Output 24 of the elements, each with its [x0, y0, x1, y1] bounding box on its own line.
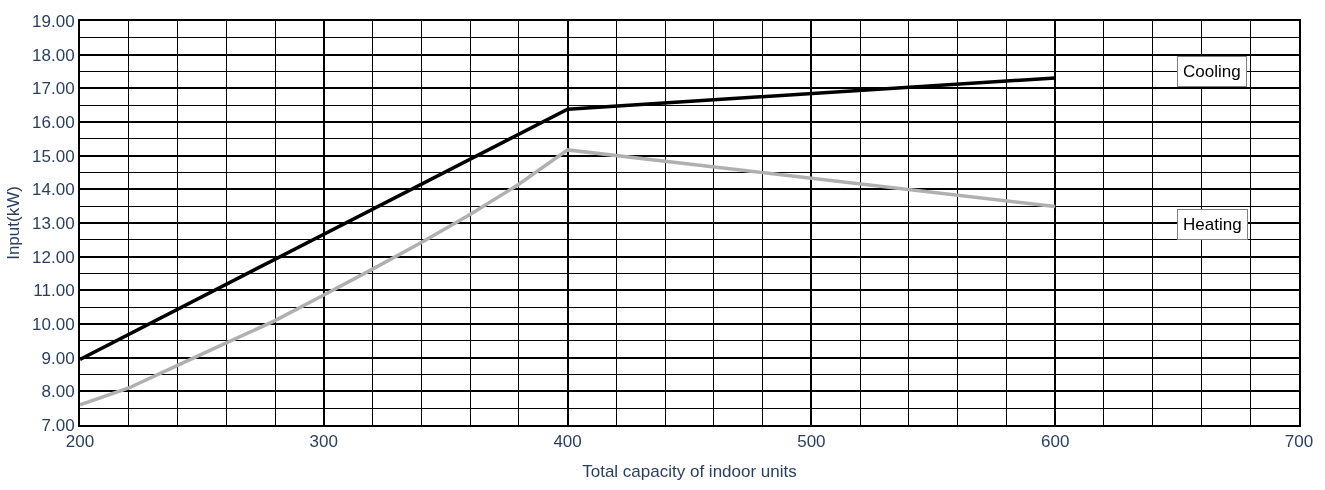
text: Heating: [1183, 215, 1242, 234]
y-tick-label: 12.00: [32, 247, 75, 267]
text: Cooling: [1183, 62, 1241, 81]
y-tick-label: 13.00: [32, 213, 75, 233]
y-tick-label: 11.00: [33, 281, 75, 301]
y-tick-label: 15.00: [32, 146, 75, 166]
y-tick-label: 9.00: [41, 348, 75, 368]
x-axis-title: Total capacity of indoor units: [582, 462, 797, 482]
x-tick-label: 200: [65, 432, 95, 452]
y-tick-label: 8.00: [41, 382, 75, 402]
y-tick-label: 14.00: [32, 180, 75, 200]
x-tick-label: 300: [309, 432, 338, 452]
x-tick-label: 600: [1041, 432, 1070, 452]
y-tick-label: 10.00: [32, 314, 75, 334]
x-tick-label: 400: [553, 432, 582, 452]
y-tick-label: 19.00: [32, 11, 75, 31]
y-axis-title: Input(kW): [4, 186, 24, 260]
y-tick-label: 7.00: [41, 415, 75, 435]
y-tick-label: 18.00: [32, 45, 75, 65]
y-tick-label: 17.00: [32, 79, 75, 99]
x-tick-label: 500: [797, 432, 826, 452]
line-series: [80, 148, 1057, 407]
x-tick-label: 700: [1284, 432, 1314, 452]
y-tick-label: 16.00: [32, 112, 75, 132]
